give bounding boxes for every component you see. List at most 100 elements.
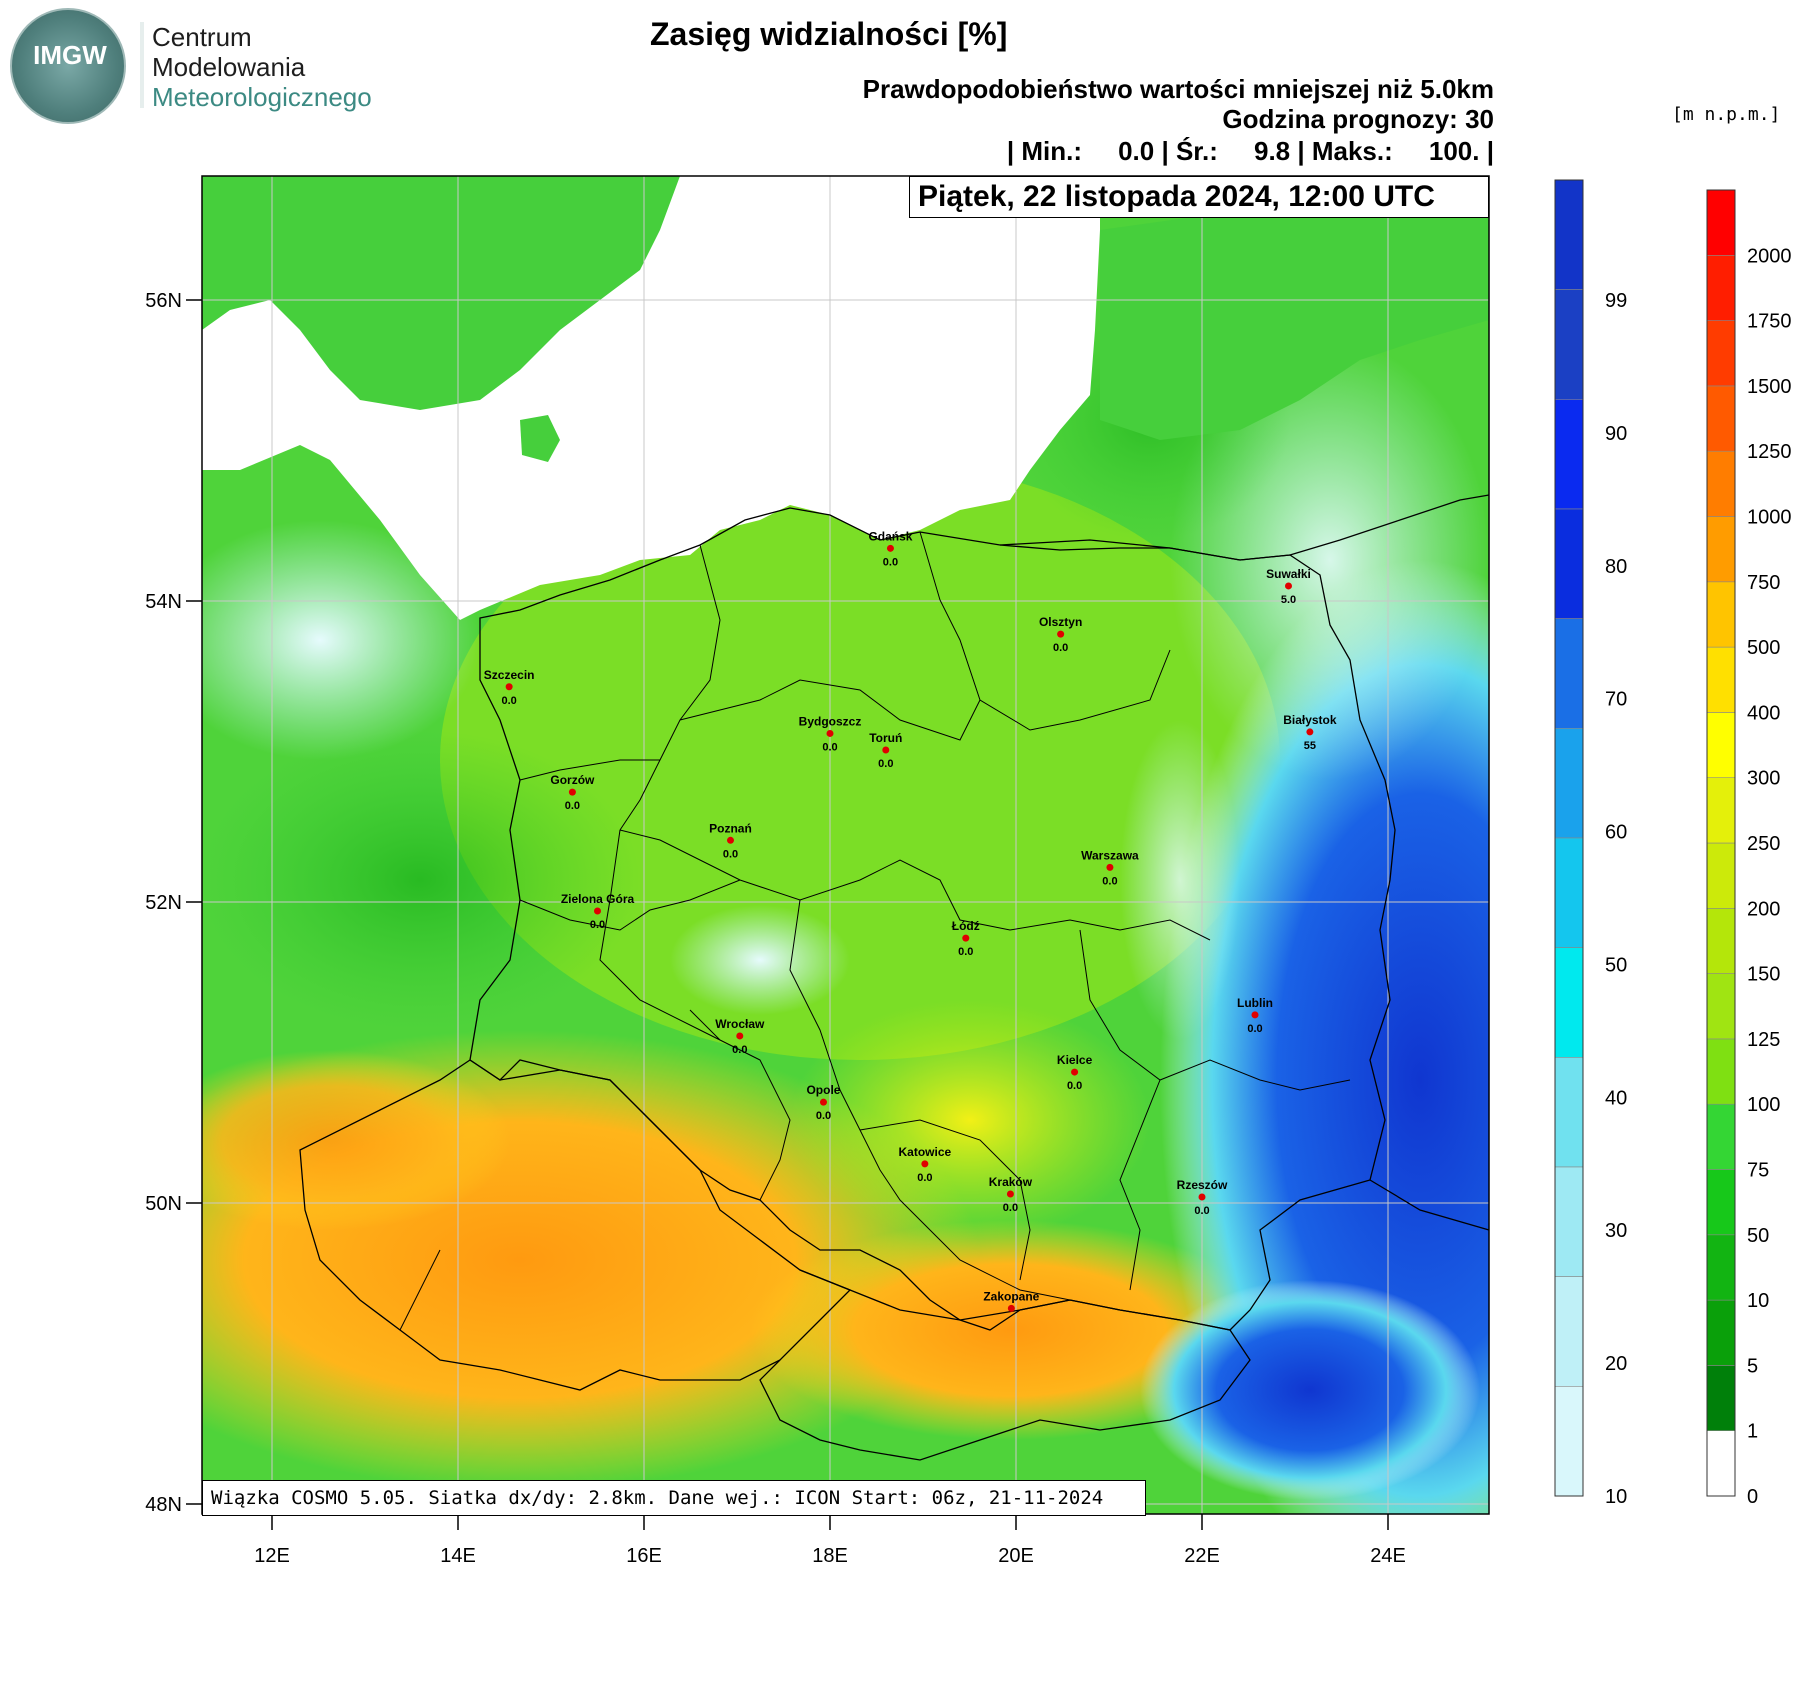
city-marker: Białystok 55 — [1283, 713, 1337, 752]
city-value: 0.0 — [816, 1110, 831, 1122]
prob-color-segment — [1554, 508, 1584, 619]
city-dot — [1251, 1011, 1259, 1019]
lat-label: 54N — [145, 591, 182, 613]
city-dot — [1071, 1068, 1079, 1076]
elev-colorbar-label: 1750 — [1747, 311, 1792, 333]
city-dot — [1057, 630, 1065, 638]
logo-line-1: Centrum — [152, 22, 252, 52]
prob-colorbar-label: 70 — [1605, 689, 1627, 711]
elev-color-segment — [1706, 646, 1736, 713]
city-marker: Olsztyn 0.0 — [1039, 615, 1082, 654]
city-dot — [1007, 1304, 1015, 1312]
city-marker: Poznań 0.0 — [709, 821, 752, 860]
prob-colorbar-label: 50 — [1605, 954, 1627, 976]
elev-colorbar-label: 75 — [1747, 1160, 1769, 1182]
city-value: 0.0 — [502, 695, 517, 707]
city-marker: Gdańsk 0.0 — [868, 529, 912, 568]
cyan-field-vistula — [1120, 720, 1240, 1040]
prob-colorbar-label: 90 — [1605, 423, 1627, 445]
yellow-field-silesia — [790, 1000, 1150, 1240]
city-dot — [1284, 582, 1292, 590]
city-name: Łódź — [952, 919, 980, 933]
baltics-land — [1100, 176, 1489, 440]
forecast-date-box: Piątek, 22 listopada 2024, 12:00 UTC — [909, 176, 1489, 218]
lat-label: 52N — [145, 892, 182, 914]
elev-colorbar-label: 1000 — [1747, 507, 1792, 529]
city-name: Białystok — [1283, 713, 1337, 727]
city-name: Kraków — [989, 1175, 1033, 1189]
imgw-badge: IMGW — [10, 8, 126, 124]
prob-color-segment — [1554, 1386, 1584, 1497]
city-dot — [1106, 863, 1114, 871]
elev-colorbar-label: 250 — [1747, 833, 1780, 855]
elev-color-segment — [1706, 1169, 1736, 1236]
prob-color-segment — [1554, 837, 1584, 948]
city-marker: Gorzów 0.0 — [550, 773, 595, 812]
prob-colorbar-frame — [1554, 179, 1584, 1497]
orange-field-carpathians — [750, 1220, 1270, 1440]
city-dot — [1306, 728, 1314, 736]
blue-field-east — [1160, 560, 1489, 1514]
city-dot — [921, 1160, 929, 1168]
elev-color-segment — [1706, 189, 1736, 256]
city-name: Lublin — [1237, 996, 1273, 1010]
prob-colorbar-label: 30 — [1605, 1220, 1627, 1242]
subtitle-stats: | Min.: 0.0 | Śr.: 9.8 | Maks.: 100. | — [1006, 136, 1494, 166]
lon-label: 14E — [440, 1545, 476, 1567]
elev-colorbar-label: 5 — [1747, 1355, 1758, 1377]
lat-label: 48N — [145, 1494, 182, 1516]
city-dot — [726, 836, 734, 844]
prob-colorbar-label: 60 — [1605, 822, 1627, 844]
city-name: Opole — [806, 1083, 840, 1097]
city-marker: Toruń 0.0 — [869, 731, 902, 770]
lon-label: 18E — [812, 1545, 848, 1567]
city-value: 0.0 — [732, 1044, 747, 1056]
city-value: 0.0 — [1053, 642, 1068, 654]
city-markers: Gdańsk 0.0 Suwałki 5.0 Olsztyn 0.0 Szczecin 0.0… — [484, 529, 1337, 1312]
page-title: Zasięg widzialności [%] — [650, 16, 1008, 52]
city-value: 0.0 — [723, 848, 738, 860]
city-name: Zakopane — [983, 1289, 1039, 1303]
city-name: Zielona Góra — [561, 892, 635, 906]
city-marker: Zielona Góra 0.0 — [561, 892, 635, 931]
gotland-island — [520, 415, 560, 462]
elev-colorbar-label: 1 — [1747, 1421, 1758, 1443]
elev-color-segment — [1706, 777, 1736, 844]
city-marker: Szczecin 0.0 — [484, 668, 535, 707]
elev-color-segment — [1706, 1299, 1736, 1366]
city-value: 0.0 — [1194, 1205, 1209, 1217]
elev-colorbar-label: 10 — [1747, 1290, 1769, 1312]
elev-color-segment — [1706, 907, 1736, 974]
city-marker: Kraków 0.0 — [989, 1175, 1033, 1214]
elev-color-segment — [1706, 842, 1736, 909]
map-grid — [202, 176, 1489, 1514]
city-name: Gorzów — [550, 773, 595, 787]
elev-colorbar-label: 150 — [1747, 964, 1780, 986]
city-value: 0.0 — [1067, 1080, 1082, 1092]
lon-label: 20E — [998, 1545, 1034, 1567]
city-value: 0.0 — [917, 1172, 932, 1184]
elev-colorbar-label: 500 — [1747, 637, 1780, 659]
city-name: Warszawa — [1081, 848, 1139, 862]
prob-color-segment — [1554, 179, 1584, 290]
elev-color-segment — [1706, 1430, 1736, 1497]
elev-colorbar-label: 1500 — [1747, 376, 1792, 398]
city-value: 0.0 — [590, 919, 605, 931]
prob-color-segment — [1554, 1057, 1584, 1168]
city-marker: Lublin 0.0 — [1237, 996, 1273, 1035]
city-value: 0.0 — [822, 741, 837, 753]
scandinavia-land — [202, 176, 680, 410]
city-marker: Kielce 0.0 — [1057, 1053, 1093, 1092]
city-value: 0.0 — [1247, 1023, 1262, 1035]
prob-colorbar-label: 20 — [1605, 1353, 1627, 1375]
prob-color-segment — [1554, 618, 1584, 729]
prob-color-segment — [1554, 947, 1584, 1058]
city-value: 0.0 — [1003, 1202, 1018, 1214]
elev-colorbar-label: 1250 — [1747, 441, 1792, 463]
city-name: Bydgoszcz — [799, 714, 862, 728]
latitude-labels: 56N 54N 52N 50N 48N — [145, 290, 202, 1516]
belarus-lithuania-border — [1289, 494, 1490, 556]
elev-color-segment — [1706, 450, 1736, 517]
city-dot — [736, 1032, 744, 1040]
